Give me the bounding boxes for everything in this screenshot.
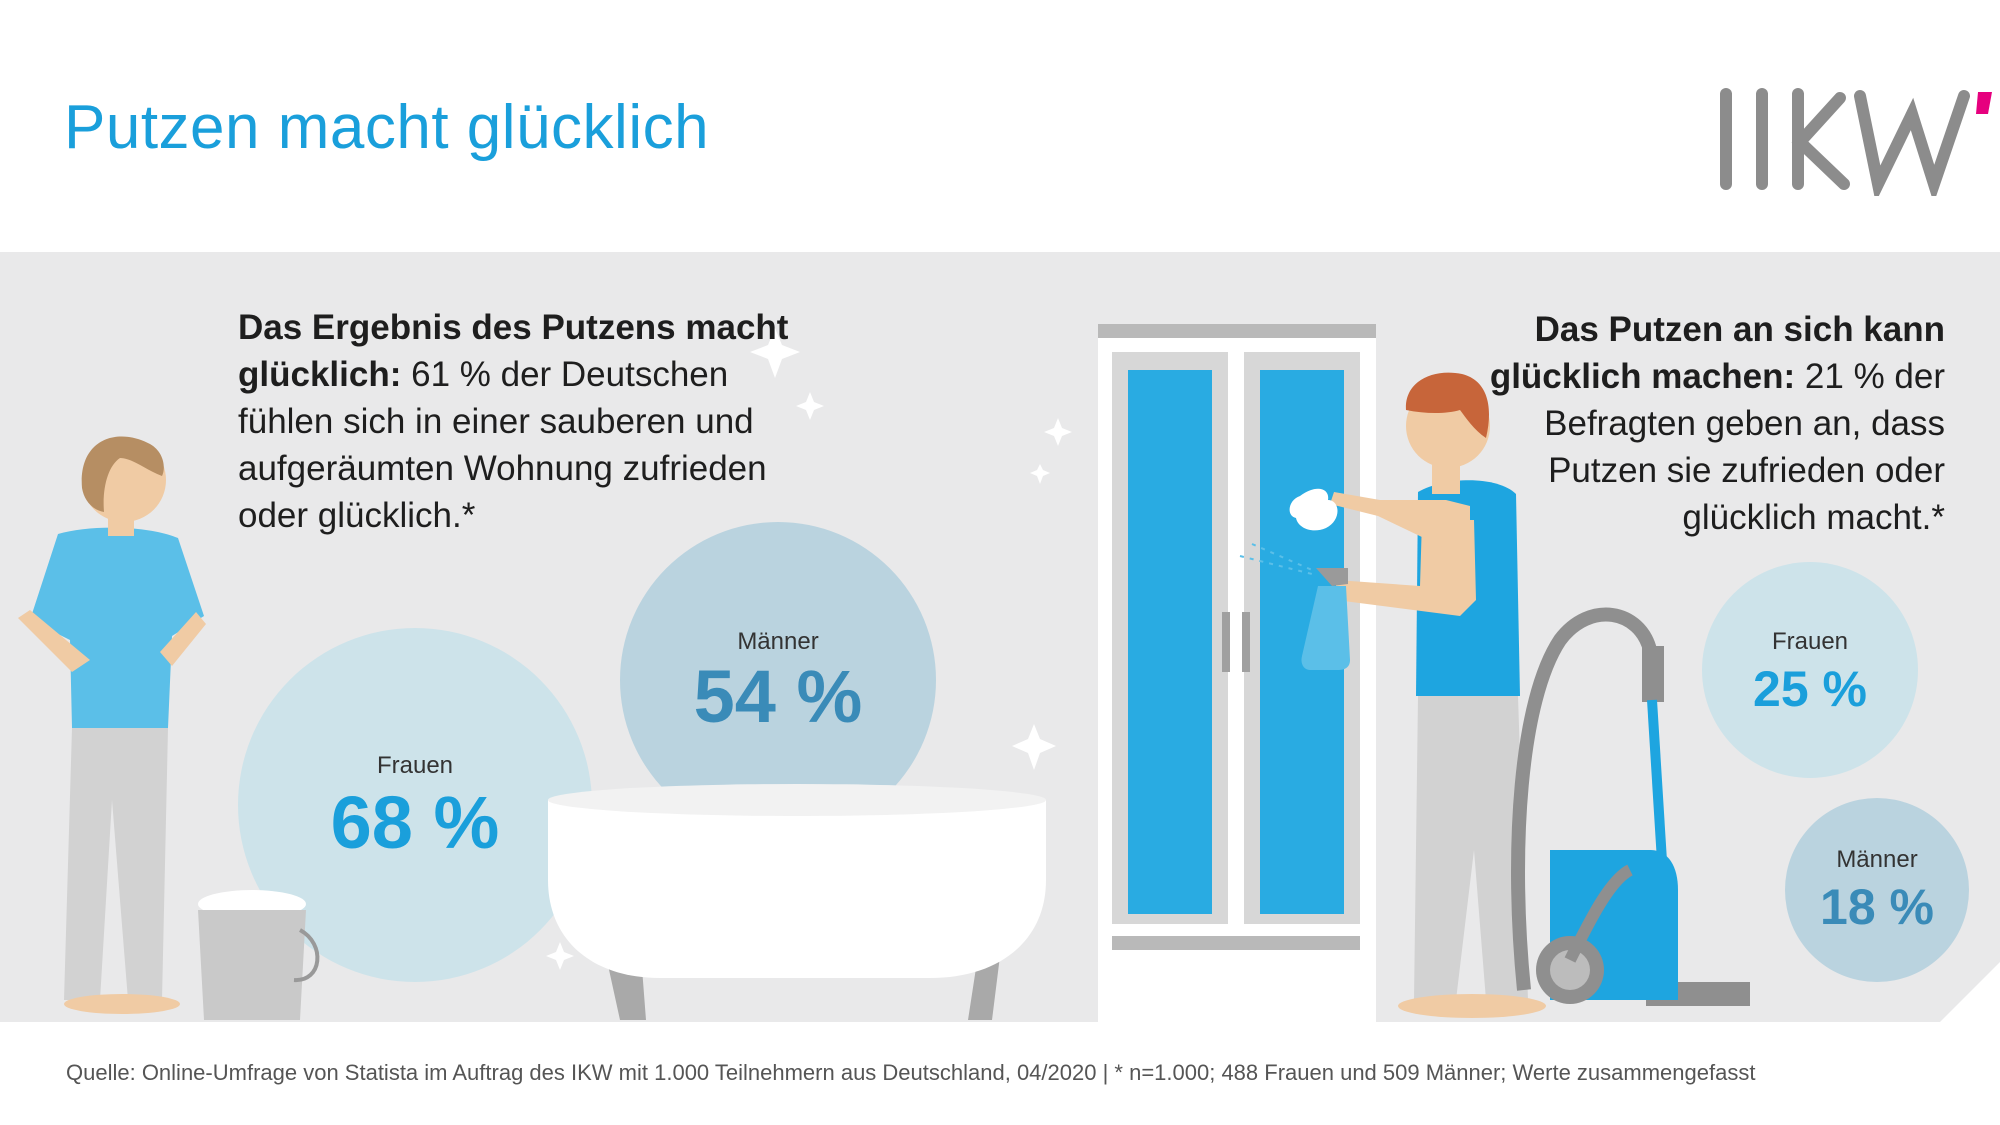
ikw-logo <box>1720 88 1992 196</box>
bubble-maenner-left-label-group: Männer 54 % <box>620 522 936 838</box>
left-description-bold: Das Ergebnis des Putzens macht glücklich… <box>238 308 789 394</box>
bubble-frauen-left <box>238 628 592 982</box>
right-description-bold: Das Putzen an sich kann glücklich machen… <box>1489 310 1945 396</box>
category-label: Frauen <box>376 752 454 779</box>
spray-bottle-icon <box>1239 543 1350 670</box>
man-figure <box>1289 372 1546 1018</box>
right-description: Das Putzen an sich kann glücklich machen… <box>1440 306 1945 541</box>
woman-figure <box>18 436 206 1014</box>
bubble-maenner-right-label-group: Männer 18 % <box>1785 798 1969 982</box>
value-label: 25 % <box>1753 661 1867 717</box>
bathtub-icon <box>548 784 1046 1020</box>
bubble-maenner-right <box>1785 798 1969 982</box>
page-title: Putzen macht glücklich <box>64 93 710 162</box>
category-label: Männer <box>1836 846 1918 873</box>
bubble-frauen-right <box>1702 562 1918 778</box>
left-description: Das Ergebnis des Putzens macht glücklich… <box>238 304 798 539</box>
value-label: 18 % <box>1820 879 1934 935</box>
category-label: Männer <box>737 628 819 655</box>
source-footnote: Quelle: Online-Umfrage von Statista im A… <box>66 1060 1756 1085</box>
value-label: 54 % <box>693 655 863 738</box>
bubble-frauen-left-label-group: Frauen 68 % <box>238 628 592 982</box>
sparkle-icons <box>546 328 1072 970</box>
category-label: Frauen <box>1771 628 1849 655</box>
right-description-text: 21 % der Befragten geben an, dass Putzen… <box>1544 357 1945 537</box>
vacuum-cleaner-icon <box>1511 607 1750 1006</box>
value-label: 68 % <box>330 781 500 864</box>
left-description-text: 61 % der Deutschen fühlen sich in einer … <box>238 355 767 535</box>
shower-cabinet-icon <box>1098 324 1376 1022</box>
bucket-icon <box>198 890 320 1020</box>
bubble-frauen-right-label-group: Frauen 25 % <box>1702 562 1918 778</box>
bubble-maenner-left <box>620 522 936 838</box>
